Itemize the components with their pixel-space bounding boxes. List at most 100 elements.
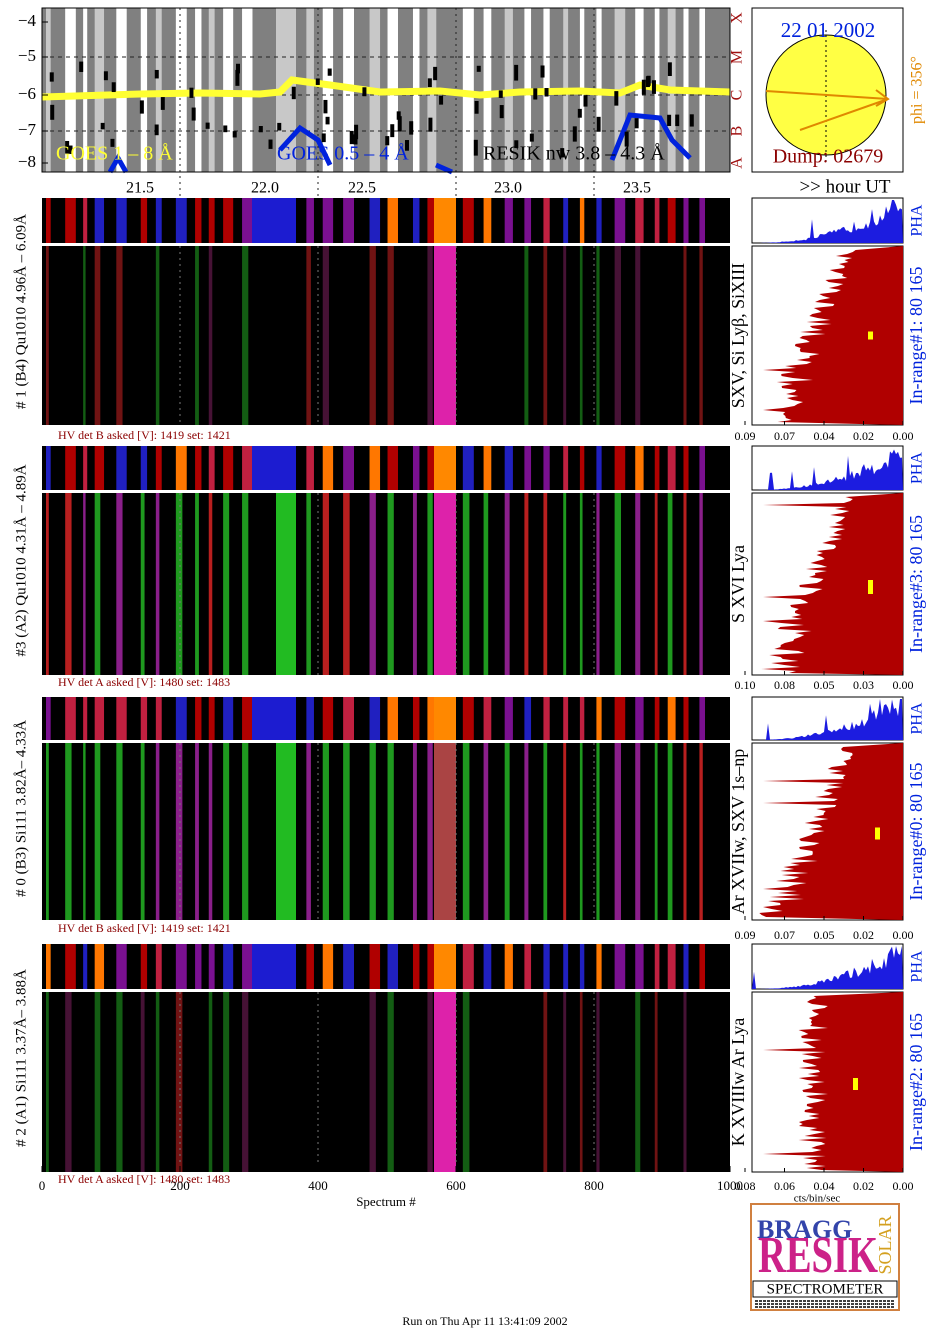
strip-band (427, 697, 437, 740)
goes-point (529, 133, 534, 142)
spectrum-band (223, 992, 230, 1172)
x-tick-label: 1000 (717, 1178, 743, 1193)
strip-band (635, 446, 644, 490)
goes-point (624, 131, 629, 147)
strip-band (195, 198, 202, 243)
spectrum-band (614, 493, 621, 675)
goes-point (689, 114, 694, 127)
strip-band (83, 944, 88, 989)
strip-band (223, 446, 234, 490)
spectrum-band (635, 493, 641, 675)
spectrum-band (635, 992, 641, 1172)
strip-band (175, 944, 187, 989)
strip-band (46, 944, 51, 989)
strip-band (94, 697, 105, 740)
strip-band (427, 944, 437, 989)
strip-band (195, 944, 202, 989)
spectrum-band (242, 493, 249, 675)
hv-label: HV det B asked [V]: 1419 set: 1421 (58, 921, 231, 935)
strip-band (223, 198, 234, 243)
strip-band (65, 697, 76, 740)
strip-band (208, 446, 215, 490)
strip-band (667, 446, 676, 490)
hist-tick-label: 0.10 (735, 678, 756, 692)
goes-point (325, 116, 330, 125)
goes-point (189, 87, 194, 98)
strip-band (369, 446, 381, 490)
spectrum-band (683, 246, 687, 425)
hist-tick-label: 0.08 (735, 1179, 756, 1193)
spectrum-band (524, 743, 529, 920)
pha-hist (752, 946, 903, 989)
hist-tick-label: 0.07 (774, 928, 795, 942)
goes-point (139, 100, 144, 114)
spectrum-band (322, 493, 329, 675)
pha-hist (752, 200, 903, 243)
strip-band (83, 198, 88, 243)
spectrum-band (543, 743, 548, 920)
spectrum-band (322, 246, 329, 425)
range-label: In-range#2: 80 165 (906, 1013, 926, 1151)
strip-band (563, 446, 569, 490)
hist-tick-label: 0.04 (814, 1179, 835, 1193)
goes-point (232, 131, 237, 138)
strip-band (306, 198, 314, 243)
logo-word: SOLAR (875, 1215, 895, 1274)
strip-band (524, 446, 532, 490)
goes-band (483, 8, 492, 172)
strip-band (483, 446, 492, 490)
goes-point (544, 88, 549, 97)
detector-label: # 1 (B4) Qu1010 4.96Å – 6.09Å (13, 214, 29, 409)
goes-point (111, 82, 116, 93)
flare-class: X (729, 12, 746, 24)
sun-arrow (765, 89, 890, 131)
spectrum-band (195, 493, 199, 675)
hv-label: HV det A asked [V]: 1480 set: 1483 (58, 1172, 230, 1186)
spectrum-band (504, 493, 510, 675)
spectrum-band (683, 992, 687, 1172)
hour-label: 22.5 (348, 180, 376, 197)
strip-band (343, 944, 355, 989)
strip-band (116, 446, 127, 490)
strip-band (543, 697, 550, 740)
strip-band (46, 198, 51, 243)
spectrum-band (46, 743, 49, 920)
strip-band (387, 944, 398, 989)
strip-band (543, 198, 550, 243)
spectrum-band (654, 743, 658, 920)
footer: Run on Thu Apr 11 13:41:09 2002 (402, 1314, 567, 1328)
hist-tick-label: 0.00 (893, 928, 914, 942)
spectrum-band (116, 992, 123, 1172)
range-label: In-range#0: 80 165 (906, 763, 926, 901)
spectrum-hist (763, 246, 903, 425)
spectrum-band (654, 992, 658, 1172)
spectrum-band (208, 992, 213, 1172)
strip-band (46, 446, 51, 490)
range-label: In-range#1: 80 165 (906, 267, 926, 405)
goes-point (433, 66, 438, 81)
spectrum-band (140, 493, 145, 675)
x-axis-title: Spectrum # (356, 1194, 416, 1209)
spectrum-band (387, 493, 394, 675)
goes-point (498, 90, 503, 98)
strip-band (412, 697, 420, 740)
strip-band (195, 446, 202, 490)
spectrum-band (306, 493, 311, 675)
spectrum-hist (763, 992, 903, 1172)
spectrum-band (208, 743, 213, 920)
goes-point (577, 108, 582, 118)
strip-band (306, 446, 314, 490)
y-tick-label: −7 (18, 120, 37, 139)
hist-axis-title: cts/bin/sec (794, 1193, 841, 1205)
goes-point (327, 68, 332, 76)
spectrum-band (596, 743, 600, 920)
spectrum-band (699, 493, 703, 675)
strip-band (208, 697, 215, 740)
spectrum-band (306, 743, 311, 920)
strip-band (699, 446, 706, 490)
spectrum-band (543, 992, 548, 1172)
spectrum-band (65, 743, 72, 920)
spectrum-band (65, 493, 72, 675)
pha-label: PHA (909, 452, 926, 484)
